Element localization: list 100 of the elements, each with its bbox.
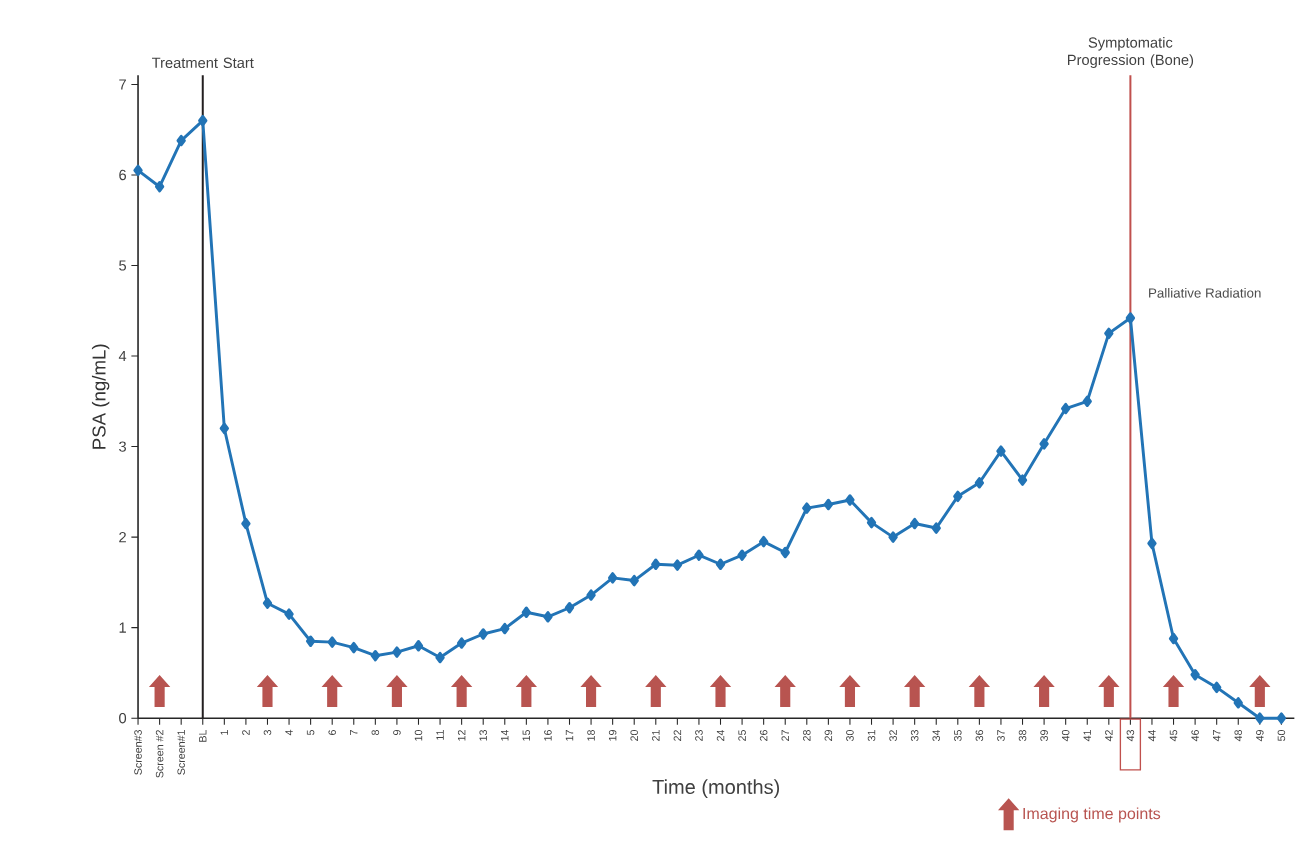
x-tick-label: 2 xyxy=(242,730,250,735)
point xyxy=(349,641,359,654)
point xyxy=(327,636,337,648)
point xyxy=(607,572,618,584)
x-tick-label: 43 xyxy=(1126,729,1135,742)
point xyxy=(219,422,229,435)
x-tick-label: 18 xyxy=(587,729,595,741)
point xyxy=(133,164,143,177)
point xyxy=(176,134,186,147)
x-tick-label: 25 xyxy=(738,729,746,741)
point xyxy=(1212,681,1222,694)
x-tick-label: 17 xyxy=(565,730,574,741)
point xyxy=(996,445,1006,457)
ref-line-label: Symptomatic Progression (Bone) xyxy=(1068,36,1194,68)
x-tick-label: 14 xyxy=(501,729,509,741)
x-tick-label: 42 xyxy=(1105,730,1113,742)
x-tick-label: 23 xyxy=(695,729,703,741)
point xyxy=(1255,712,1265,724)
x-tick-label: Screen#1 xyxy=(177,729,185,775)
x-tick-label: 34 xyxy=(932,729,941,741)
point xyxy=(629,574,639,587)
x-tick-label: 37 xyxy=(997,730,1005,741)
y-axis-title: PSA (ng/mL) xyxy=(91,344,110,449)
y-tick-label: 4 xyxy=(118,350,127,361)
x-tick-label: 11 xyxy=(436,729,444,740)
x-tick-label: 16 xyxy=(544,729,552,741)
x-tick-label: 13 xyxy=(479,729,487,741)
x-tick-label: 6 xyxy=(328,729,336,735)
point xyxy=(953,490,963,502)
point xyxy=(780,546,790,559)
x-tick-label: 36 xyxy=(975,729,984,741)
y-tick-label: 2 xyxy=(119,531,126,543)
point xyxy=(1147,537,1157,550)
point xyxy=(909,517,920,530)
point xyxy=(737,549,747,561)
x-tick-label: 27 xyxy=(781,730,789,741)
x-tick-label: 19 xyxy=(608,729,617,741)
y-tick-label: 3 xyxy=(119,441,127,452)
y-tick-label: 5 xyxy=(119,260,127,271)
legend-label: Imaging time points xyxy=(1023,807,1161,823)
x-tick-label: 38 xyxy=(1018,729,1027,741)
x-tick-label: 45 xyxy=(1169,729,1178,742)
point xyxy=(198,114,208,127)
x-tick-label: 49 xyxy=(1256,729,1264,742)
point xyxy=(672,559,683,571)
point xyxy=(478,628,488,640)
point xyxy=(758,535,769,548)
point xyxy=(802,502,812,514)
x-tick-label: 10 xyxy=(414,729,423,741)
point xyxy=(392,646,402,658)
point xyxy=(1168,632,1179,645)
point xyxy=(521,606,532,618)
point xyxy=(543,610,553,623)
point xyxy=(413,639,424,652)
x-tick-label: 1 xyxy=(220,729,228,735)
point xyxy=(1082,395,1092,407)
x-tick-label: 8 xyxy=(371,729,380,735)
x-tick-label: 3 xyxy=(263,729,272,735)
point xyxy=(1104,327,1114,340)
point xyxy=(1017,474,1028,486)
point xyxy=(1233,696,1243,709)
x-tick-label: 32 xyxy=(889,730,897,741)
point xyxy=(845,494,855,506)
point xyxy=(931,522,941,534)
point xyxy=(1039,438,1049,450)
point xyxy=(262,597,273,609)
x-tick-label: 44 xyxy=(1148,729,1156,742)
x-tick-label: 35 xyxy=(954,729,962,741)
x-tick-label: 48 xyxy=(1234,729,1243,742)
x-tick-label: 31 xyxy=(867,729,876,741)
point xyxy=(1061,402,1071,415)
annotation: Palliative Radiation xyxy=(1149,287,1261,298)
point xyxy=(1190,668,1200,681)
x-tick-label: BL xyxy=(199,729,207,742)
y-tick-label: 0 xyxy=(119,712,127,724)
x-tick-label: 39 xyxy=(1040,729,1048,741)
point xyxy=(305,635,316,647)
x-tick-label: 50 xyxy=(1277,729,1286,741)
x-tick-label: 24 xyxy=(716,729,725,741)
point xyxy=(651,558,661,570)
point xyxy=(500,622,510,635)
point xyxy=(284,608,294,620)
x-tick-label: 21 xyxy=(652,729,660,741)
x-tick-label: 28 xyxy=(803,729,811,741)
x-tick-label: 29 xyxy=(824,729,833,741)
x-tick-label: 46 xyxy=(1191,729,1199,742)
point xyxy=(586,589,596,601)
point xyxy=(694,549,704,561)
point xyxy=(715,558,726,570)
point xyxy=(154,180,165,193)
x-tick-label: 30 xyxy=(846,729,854,741)
x-tick-label: 12 xyxy=(457,730,466,741)
point xyxy=(456,637,467,649)
point xyxy=(241,517,251,530)
x-tick-label: 26 xyxy=(759,729,768,741)
point xyxy=(435,651,445,664)
point xyxy=(974,476,985,489)
point xyxy=(823,498,834,511)
x-tick-label: 40 xyxy=(1061,729,1070,742)
point xyxy=(370,649,381,662)
